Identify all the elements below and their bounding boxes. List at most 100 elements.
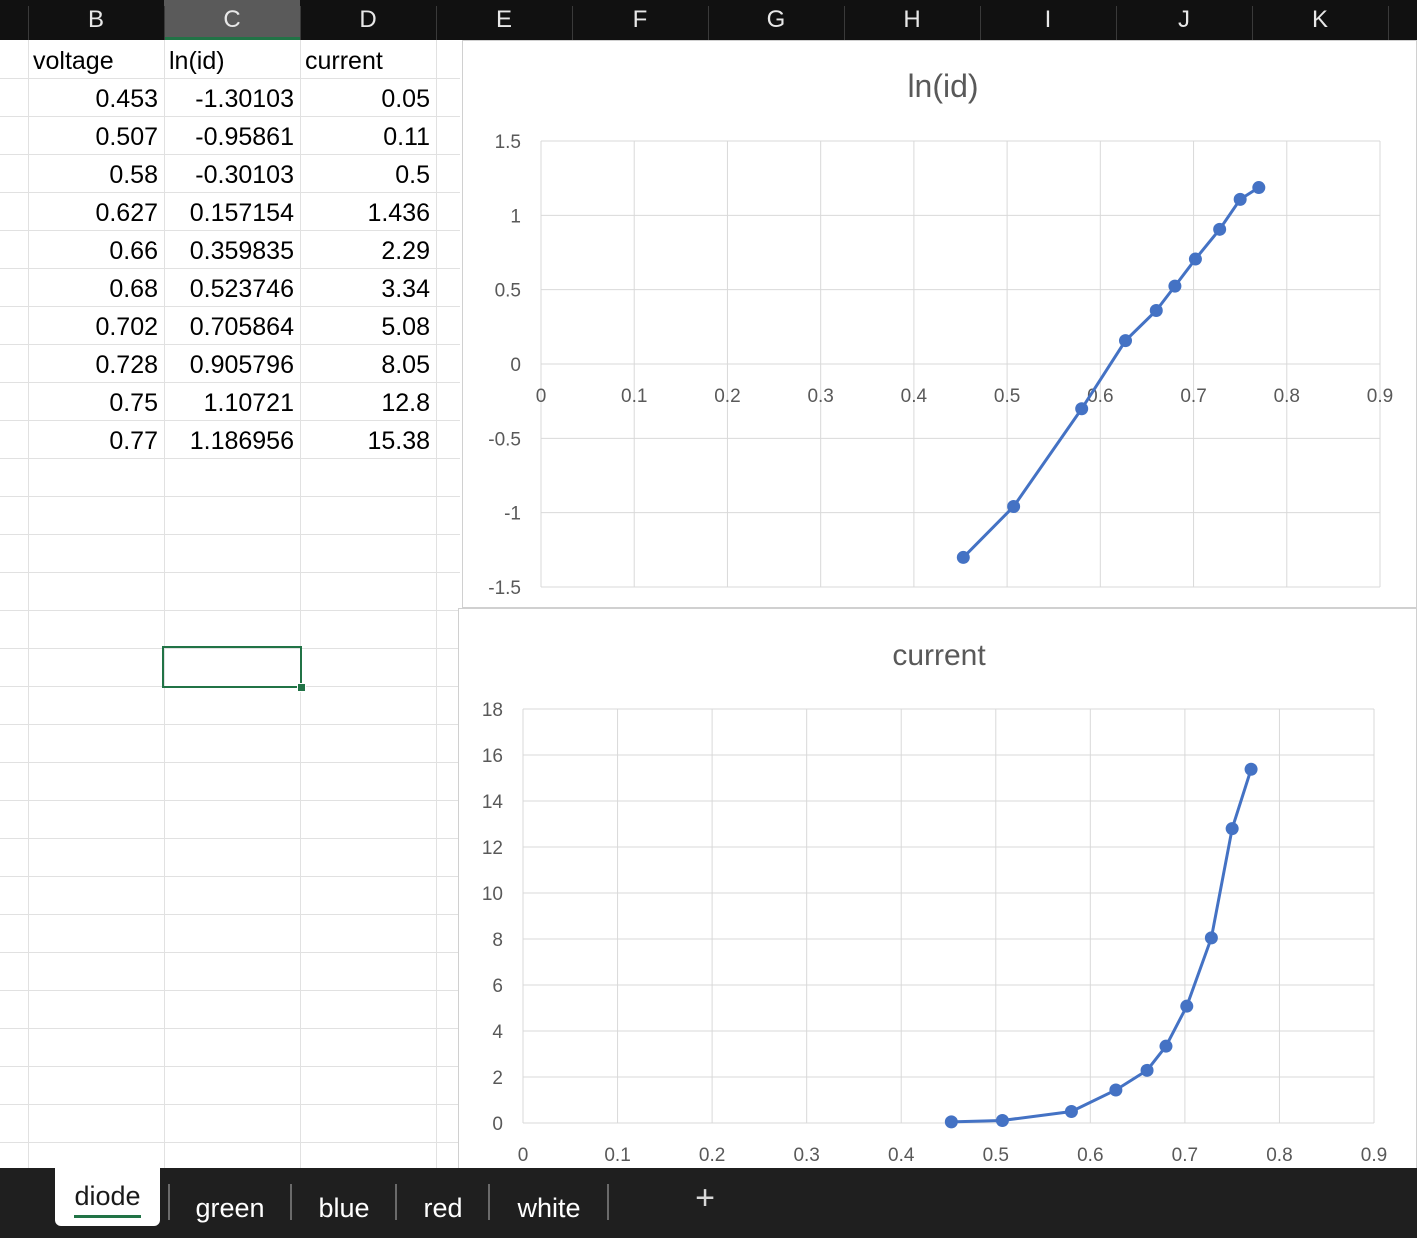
cell-voltage[interactable]: 0.453 (95, 85, 158, 113)
fill-handle[interactable] (297, 683, 306, 692)
x-tick-label: 0.4 (901, 386, 928, 407)
cell-d1[interactable]: current (305, 47, 383, 75)
cell-voltage[interactable]: 0.68 (109, 275, 158, 303)
x-tick-label: 0.4 (888, 1145, 915, 1166)
gridline (0, 724, 460, 725)
column-header-g[interactable]: G (766, 6, 786, 33)
column-header-f[interactable]: F (632, 6, 648, 33)
cell-ln-id[interactable]: 1.10721 (203, 389, 294, 417)
data-point (995, 1113, 1009, 1127)
gridline (28, 40, 29, 1170)
cell-current[interactable]: 0.11 (383, 123, 430, 151)
gridline (0, 420, 460, 421)
column-header-c[interactable]: C (164, 0, 300, 40)
gridline (0, 1142, 460, 1143)
cell-voltage[interactable]: 0.507 (95, 123, 158, 151)
column-separator (1252, 6, 1253, 40)
x-tick-label: 0.8 (1274, 386, 1300, 407)
y-tick-label: 4 (492, 1022, 503, 1043)
y-tick-label: 2 (492, 1068, 503, 1089)
gridline (0, 610, 460, 611)
cell-voltage[interactable]: 0.702 (95, 313, 158, 341)
cell-current[interactable]: 0.5 (395, 161, 430, 189)
gridline (0, 914, 460, 915)
gridline (300, 40, 301, 1170)
cell-voltage[interactable]: 0.728 (95, 351, 158, 379)
x-tick-label: 0.1 (604, 1145, 630, 1166)
active-cell-selection[interactable] (162, 646, 302, 688)
cell-ln-id[interactable]: -1.30103 (195, 85, 294, 113)
cell-ln-id[interactable]: 0.359835 (189, 237, 294, 265)
y-tick-label: -1.5 (488, 578, 521, 599)
column-header-i[interactable]: I (1044, 6, 1052, 33)
cell-grid[interactable]: voltage ln(id) current 0.453 -1.30103 0.… (0, 40, 1417, 1170)
column-separator (300, 6, 301, 40)
gridline (436, 40, 437, 1170)
chart-current[interactable]: current 0 0.1 0.2 0.3 0.4 0.5 0.6 0.7 0.8 0.9 18 16 1… (458, 608, 1417, 1170)
cell-ln-id[interactable]: -0.30103 (195, 161, 294, 189)
column-header-b[interactable]: B (87, 6, 104, 33)
series-line (951, 768, 1253, 1124)
y-tick-label: 1 (510, 206, 521, 227)
cell-voltage[interactable]: 0.58 (109, 161, 158, 189)
gridline (0, 876, 460, 877)
cell-ln-id[interactable]: 0.705864 (189, 313, 294, 341)
x-tick-label: 0.6 (1077, 1145, 1103, 1166)
y-tick-label: -0.5 (488, 429, 521, 450)
tab-separator (488, 1184, 490, 1220)
cell-voltage[interactable]: 0.77 (109, 427, 158, 455)
column-separator (436, 6, 437, 40)
plus-icon[interactable]: + (695, 1179, 715, 1217)
sheet-tab-white[interactable]: white (517, 1193, 581, 1223)
y-tick-label: 1.5 (495, 132, 521, 153)
column-header-e[interactable]: E (495, 6, 512, 33)
cell-b1[interactable]: voltage (33, 47, 114, 75)
cell-current[interactable]: 3.34 (381, 275, 430, 303)
data-point (1204, 931, 1218, 945)
cell-voltage[interactable]: 0.627 (95, 199, 158, 227)
tab-separator (607, 1184, 609, 1220)
chart-title: ln(id) (907, 68, 978, 104)
cell-current[interactable]: 5.08 (381, 313, 430, 341)
cell-ln-id[interactable]: 1.186956 (189, 427, 294, 455)
sheet-tab-blue[interactable]: blue (318, 1193, 370, 1223)
column-separator (572, 6, 573, 40)
cell-ln-id[interactable]: -0.95861 (195, 123, 294, 151)
cell-ln-id[interactable]: 0.157154 (189, 199, 294, 227)
chart-ln-id[interactable]: ln(id) 0 0.1 0.2 0.3 0.4 0.5 0.6 0.7 0.8 0.9 1.5 1 0.… (462, 40, 1417, 608)
cell-current[interactable]: 1.436 (367, 199, 430, 227)
sheet-tab-diode[interactable]: diode (55, 1168, 160, 1226)
sheet-tab-red[interactable]: red (423, 1193, 463, 1223)
data-point (1168, 279, 1182, 293)
x-tick-label: 0 (536, 386, 547, 407)
column-header-k[interactable]: K (1311, 6, 1328, 33)
y-tick-label: 18 (482, 700, 503, 721)
cell-voltage[interactable]: 0.66 (109, 237, 158, 265)
cell-current[interactable]: 15.38 (367, 427, 430, 455)
sheet-tab-green[interactable]: green (195, 1193, 265, 1223)
tab-separator (290, 1184, 292, 1220)
column-separator (844, 6, 845, 40)
cell-current[interactable]: 12.8 (381, 389, 430, 417)
gridline (0, 990, 460, 991)
x-tick-label: 0.2 (699, 1145, 725, 1166)
cell-c1[interactable]: ln(id) (169, 47, 225, 75)
y-tick-label: 0 (510, 355, 521, 376)
x-tick-label: 0.3 (793, 1145, 819, 1166)
column-header-d[interactable]: D (359, 6, 377, 33)
cell-current[interactable]: 0.05 (381, 85, 430, 113)
cell-ln-id[interactable]: 0.523746 (189, 275, 294, 303)
gridline (0, 1104, 460, 1105)
tab-separator (168, 1184, 170, 1220)
column-separator (164, 6, 165, 40)
cell-ln-id[interactable]: 0.905796 (189, 351, 294, 379)
gridline (0, 648, 460, 649)
cell-current[interactable]: 2.29 (381, 237, 430, 265)
x-tick-label: 0.5 (983, 1145, 1009, 1166)
column-header-h[interactable]: H (903, 6, 921, 33)
series-line (962, 186, 1260, 559)
cell-voltage[interactable]: 0.75 (109, 389, 158, 417)
column-header-j[interactable]: J (1178, 6, 1190, 33)
data-point (1188, 252, 1202, 266)
cell-current[interactable]: 8.05 (381, 351, 430, 379)
